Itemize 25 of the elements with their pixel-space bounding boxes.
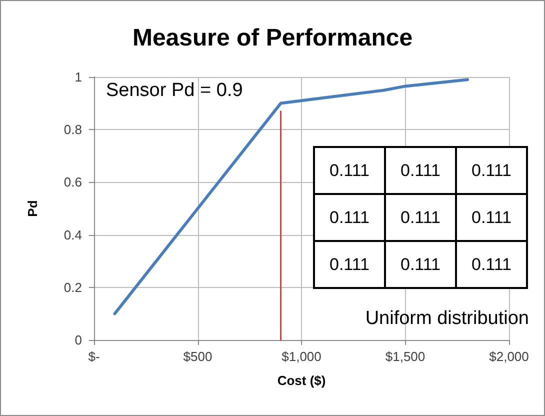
y-tick-label: 1 [74,70,82,84]
annotation: 0.111 [386,195,457,242]
y-axis-title: Pd [25,200,40,217]
annotation: 0.111 [457,195,528,242]
x-tick-label: $- [88,349,100,364]
x-axis-title: Cost ($) [277,373,326,388]
annotation: 0.111 [315,195,386,242]
annotation: 0.111 [386,242,457,289]
annotation: 0.111 [386,148,457,195]
annotation: Sensor Pd = 0.9 [106,80,243,102]
annotation: 0.111 [315,148,386,195]
x-tick-label: $2,000 [489,349,529,364]
annotation: 0.111 [457,242,528,289]
x-tick-label: $1,000 [282,349,322,364]
y-tick-label: 0 [74,332,82,348]
y-tick-label: 0.6 [64,174,82,190]
annotation: Uniform distribution [365,308,529,330]
chart-title: Measure of Performance [132,24,413,52]
y-tick-label: 0.8 [64,122,82,138]
y-tick-label: 0.2 [64,280,82,295]
annotation: 0.111 [457,148,528,195]
y-tick-label: 0.4 [64,227,82,242]
x-tick-label: $1,500 [385,349,426,364]
annotation: 0.111 [315,242,386,289]
x-tick-label: $500 [183,349,212,364]
